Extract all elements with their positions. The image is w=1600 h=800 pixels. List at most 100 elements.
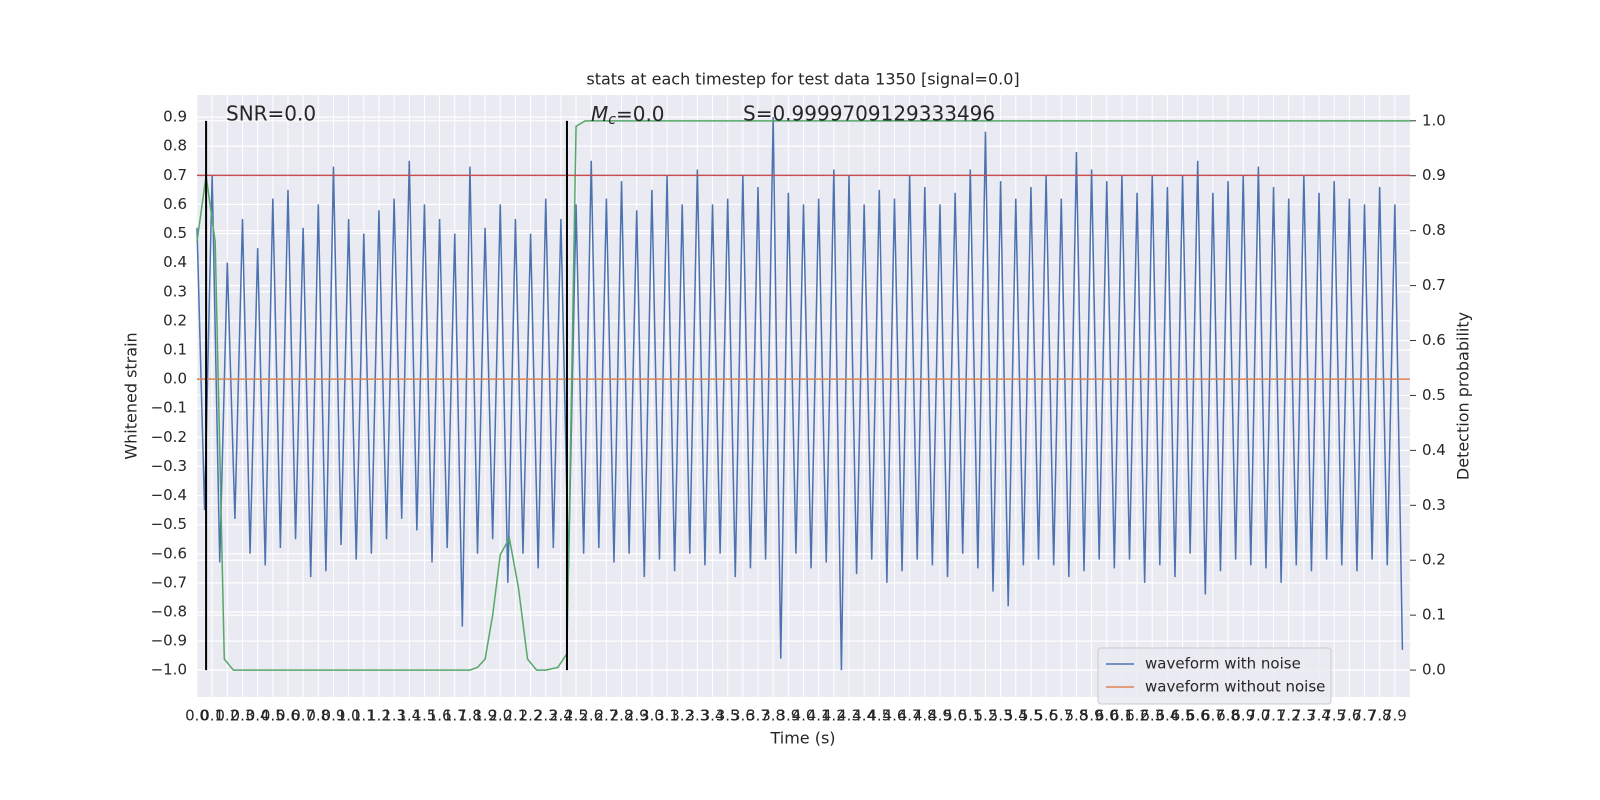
x-tick-label: 5.5: [1019, 707, 1043, 725]
x-tick-label: 0.9: [322, 707, 346, 725]
y-tick-label: 0.2: [163, 311, 187, 329]
annotation: S=0.9999709129333496: [743, 102, 995, 126]
x-tick-label: 4.0: [792, 707, 816, 725]
annotation-symbol: M: [591, 102, 608, 126]
x-tick-label: 2.5: [564, 707, 588, 725]
x-tick-label: 4.8: [913, 707, 937, 725]
y-tick-label: 0.1: [163, 341, 187, 359]
annotation: SNR=0.0: [226, 102, 316, 126]
y-tick-label: 0.4: [163, 253, 187, 271]
x-tick-label: 1.3: [382, 707, 406, 725]
x-tick-label: 3.9: [776, 707, 800, 725]
x-tick-label: 5.9: [1080, 707, 1104, 725]
x-tick-label: 7.9: [1383, 707, 1407, 725]
y-axis-label: Whitened strain: [122, 332, 141, 459]
x-tick-label: 7.0: [1246, 707, 1270, 725]
x-tick-label: 2.3: [534, 707, 558, 725]
x-tick-label: 2.9: [625, 707, 649, 725]
y-tick-label: 0.3: [163, 282, 187, 300]
y2-tick-label: 0.4: [1422, 441, 1446, 459]
x-tick-label: 4.5: [867, 707, 891, 725]
x-tick-label: 6.1: [1110, 707, 1134, 725]
x-tick-label: 0.6: [276, 707, 300, 725]
x-tick-label: 4.7: [898, 707, 922, 725]
x-tick-label: 4.6: [883, 707, 907, 725]
x-tick-label: 3.5: [716, 707, 740, 725]
y2-tick-label: 0.6: [1422, 331, 1446, 349]
x-tick-label: 4.1: [807, 707, 831, 725]
x-tick-label: 7.5: [1322, 707, 1346, 725]
x-tick-label: 1.6: [428, 707, 452, 725]
y2-tick-label: 0.0: [1422, 661, 1446, 679]
y-tick-label: 0.9: [163, 108, 187, 126]
y-tick-label: 0.7: [163, 166, 187, 184]
x-tick-label: 4.2: [822, 707, 846, 725]
x-tick-label: 3.7: [746, 707, 770, 725]
x-tick-label: 5.0: [943, 707, 967, 725]
x-tick-label: 1.0: [337, 707, 361, 725]
x-tick-label: 7.1: [1262, 707, 1286, 725]
x-tick-label: 3.8: [761, 707, 785, 725]
annotation: Mc=0.0: [591, 102, 665, 129]
y-tick-label: 0.5: [163, 224, 187, 242]
legend-box: [1097, 647, 1332, 705]
x-tick-label: 0.3: [231, 707, 255, 725]
series-line: [196, 120, 1410, 671]
x-tick-label: 2.0: [488, 707, 512, 725]
x-tick-label: 4.3: [837, 707, 861, 725]
x-tick-label: 2.1: [503, 707, 527, 725]
x-tick-label: 0.8: [306, 707, 330, 725]
x-tick-label: 5.4: [1004, 707, 1028, 725]
y2-tick-label: 0.8: [1422, 221, 1446, 239]
x-tick-label: 5.6: [1034, 707, 1058, 725]
y-tick-label: 0.8: [163, 137, 187, 155]
x-tick-label: 1.9: [473, 707, 497, 725]
x-tick-label: 1.5: [413, 707, 437, 725]
y-tick-label: −0.8: [151, 602, 187, 620]
y-tick-label: 0.6: [163, 195, 187, 213]
y2-tick-label: 0.2: [1422, 551, 1446, 569]
x-tick-label: 3.1: [655, 707, 679, 725]
x-tick-label: 6.5: [1171, 707, 1195, 725]
x-tick-label: 0.1: [200, 707, 224, 725]
x-tick-label: 5.8: [1064, 707, 1088, 725]
x-tick-label: 2.8: [610, 707, 634, 725]
x-tick-label: 7.3: [1292, 707, 1316, 725]
legend-label: waveform with noise: [1145, 655, 1301, 673]
x-tick-label: 5.3: [989, 707, 1013, 725]
y-tick-label: −0.9: [151, 632, 187, 650]
x-tick-label: 7.8: [1368, 707, 1392, 725]
x-tick-label: 1.1: [352, 707, 376, 725]
x-tick-label: 2.2: [519, 707, 543, 725]
x-tick-label: 2.4: [549, 707, 573, 725]
annotation-subscript: c: [608, 112, 616, 128]
legend-label: waveform without noise: [1145, 678, 1325, 696]
x-tick-label: 0.4: [246, 707, 270, 725]
x-tick-label: 3.0: [640, 707, 664, 725]
y2-tick-label: 0.5: [1422, 386, 1446, 404]
y-tick-label: −0.7: [151, 573, 187, 591]
y-tick-label: −0.4: [151, 486, 187, 504]
x-tick-label: 0.5: [261, 707, 285, 725]
x-tick-label: 4.9: [928, 707, 952, 725]
x-tick-label: 5.1: [958, 707, 982, 725]
x-tick-label: 6.6: [1186, 707, 1210, 725]
y-tick-label: −1.0: [151, 661, 187, 679]
x-tick-label: 6.3: [1140, 707, 1164, 725]
y2-tick-label: 0.1: [1422, 606, 1446, 624]
y2-tick-label: 1.0: [1422, 111, 1446, 129]
y-tick-label: −0.6: [151, 544, 187, 562]
y-tick-label: −0.5: [151, 515, 187, 533]
x-tick-label: 5.7: [1049, 707, 1073, 725]
x-tick-label: 6.4: [1155, 707, 1179, 725]
y2-tick-label: 0.7: [1422, 276, 1446, 294]
x-tick-label: 0.7: [291, 707, 315, 725]
x-tick-label: 0.2: [215, 707, 239, 725]
x-axis-label: Time (s): [769, 729, 835, 748]
y2-axis-label: Detection probability: [1454, 312, 1473, 480]
annotation-text: =0.0: [616, 102, 665, 126]
x-tick-label: 0.0: [185, 707, 209, 725]
y-tick-label: −0.2: [151, 428, 187, 446]
x-tick-label: 2.7: [594, 707, 618, 725]
